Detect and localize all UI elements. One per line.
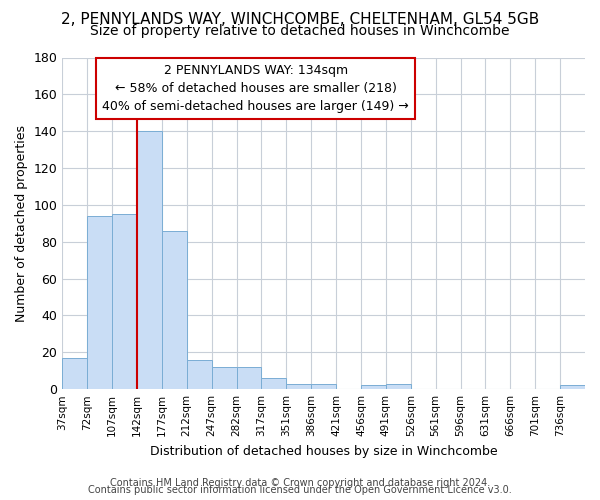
Bar	[187, 360, 212, 389]
Bar	[560, 386, 585, 389]
Bar	[311, 384, 336, 389]
Bar	[262, 378, 286, 389]
Text: 2 PENNYLANDS WAY: 134sqm
← 58% of detached houses are smaller (218)
40% of semi-: 2 PENNYLANDS WAY: 134sqm ← 58% of detach…	[103, 64, 409, 113]
Bar	[212, 367, 236, 389]
Text: Size of property relative to detached houses in Winchcombe: Size of property relative to detached ho…	[90, 24, 510, 38]
Bar	[361, 386, 386, 389]
Bar	[286, 384, 311, 389]
Bar	[112, 214, 137, 389]
X-axis label: Distribution of detached houses by size in Winchcombe: Distribution of detached houses by size …	[150, 444, 497, 458]
Y-axis label: Number of detached properties: Number of detached properties	[15, 125, 28, 322]
Bar	[236, 367, 262, 389]
Bar	[137, 131, 162, 389]
Bar	[162, 230, 187, 389]
Text: Contains public sector information licensed under the Open Government Licence v3: Contains public sector information licen…	[88, 485, 512, 495]
Bar	[62, 358, 87, 389]
Bar	[386, 384, 411, 389]
Text: Contains HM Land Registry data © Crown copyright and database right 2024.: Contains HM Land Registry data © Crown c…	[110, 478, 490, 488]
Bar	[87, 216, 112, 389]
Text: 2, PENNYLANDS WAY, WINCHCOMBE, CHELTENHAM, GL54 5GB: 2, PENNYLANDS WAY, WINCHCOMBE, CHELTENHA…	[61, 12, 539, 28]
